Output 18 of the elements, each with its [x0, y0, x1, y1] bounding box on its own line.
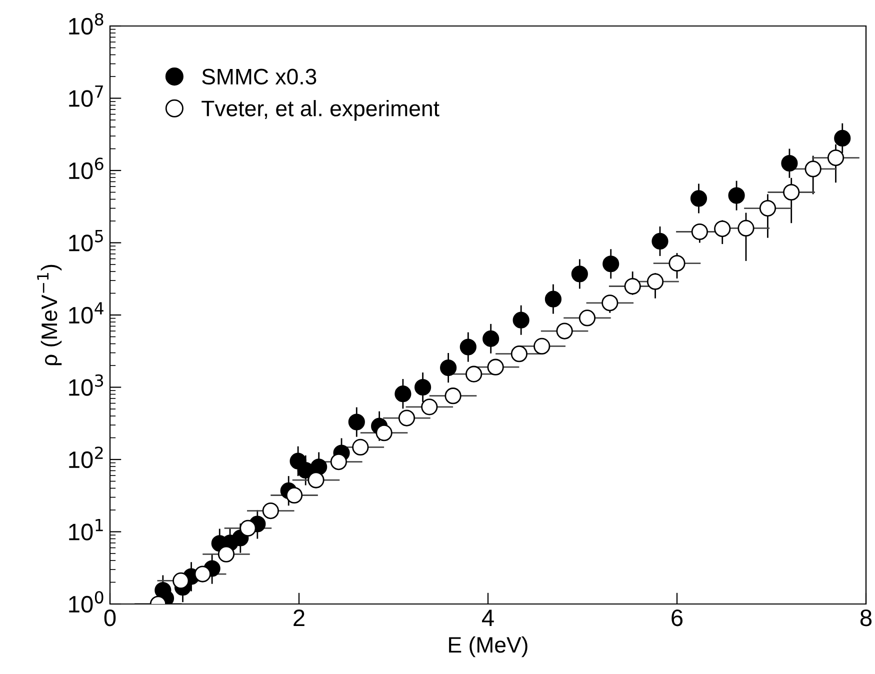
y-tick-label: 10$^{6}$ [69, 158, 104, 180]
y-tick-label: 10$^{5}$ [69, 230, 103, 252]
y-tick-label: 10$^{3}$ [69, 374, 104, 396]
y-tick-label: 10$^{1}$ [69, 519, 103, 540]
legend-label: Tveter, et al. experiment [202, 100, 440, 121]
y-tick-label: 10$^{0}$ [69, 591, 104, 613]
y-axis-title: ρ (MeV$^{−1}$) [37, 264, 62, 366]
y-tick-label: 10$^{7}$ [69, 86, 103, 107]
y-tick-label: 10$^{8}$ [69, 13, 104, 35]
x-tick-label: 8 [860, 609, 872, 626]
y-tick-label: 10$^{2}$ [69, 446, 103, 468]
x-tick-label: 4 [482, 610, 494, 626]
x-tick-label: 6 [672, 609, 683, 626]
y-tick-label: 10$^{4}$ [69, 302, 104, 324]
x-tick-label: 2 [294, 609, 304, 626]
legend-label: SMMC x0.3 [202, 68, 316, 85]
x-tick-label: 0 [104, 609, 116, 626]
x-axis-title: E (MeV) [449, 636, 528, 658]
